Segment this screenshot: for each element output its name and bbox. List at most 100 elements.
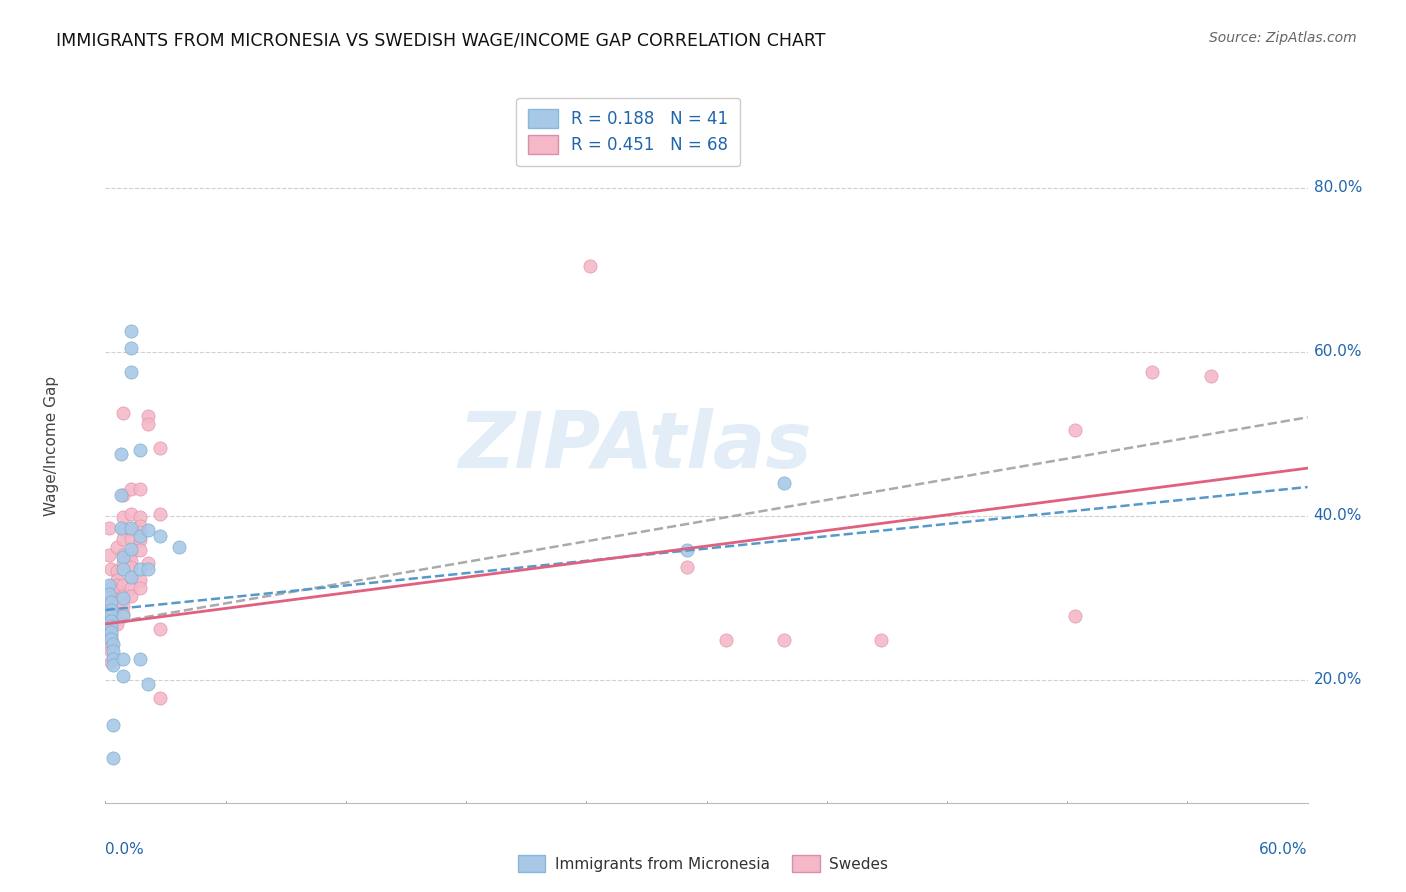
Point [120,365,142,379]
Point [149,442,172,456]
Point [149,690,172,705]
Point [100,632,122,646]
Point [136,562,159,576]
Point [100,632,122,646]
Point [100,581,122,595]
Point [100,595,122,609]
Point [136,556,159,570]
Point [100,619,122,633]
Legend: Immigrants from Micronesia, Swedes: Immigrants from Micronesia, Swedes [510,847,896,880]
Point [98,548,121,562]
Point [98,578,121,592]
Point [103,652,125,666]
Point [120,521,142,535]
Point [111,406,134,420]
Point [120,532,142,546]
Point [100,638,122,652]
Text: 60.0%: 60.0% [1260,842,1308,857]
Point [111,548,134,562]
Text: 20.0%: 20.0% [1313,673,1362,687]
Point [105,573,128,587]
Point [111,549,134,564]
Text: IMMIGRANTS FROM MICRONESIA VS SWEDISH WAGE/INCOME GAP CORRELATION CHART: IMMIGRANTS FROM MICRONESIA VS SWEDISH WA… [56,31,825,49]
Point [120,589,142,603]
Point [129,510,152,524]
Point [111,524,134,538]
Text: Source: ZipAtlas.com: Source: ZipAtlas.com [1209,31,1357,45]
Point [105,599,128,613]
Legend: R = 0.188   N = 41, R = 0.451   N = 68: R = 0.188 N = 41, R = 0.451 N = 68 [516,97,741,166]
Point [111,556,134,570]
Point [100,614,122,628]
Point [111,510,134,524]
Point [110,488,132,502]
Point [103,718,125,732]
Point [111,578,134,592]
Point [1064,423,1087,437]
Point [110,447,132,461]
Point [1199,369,1222,384]
Point [111,599,134,613]
Point [120,483,142,497]
Point [149,622,172,636]
Text: 80.0%: 80.0% [1313,180,1362,195]
Point [773,633,796,648]
Point [98,521,121,535]
Point [103,750,125,764]
Point [129,525,152,540]
Point [129,562,152,576]
Point [129,529,152,543]
Point [129,543,152,558]
Point [870,633,893,648]
Point [100,606,122,620]
Point [105,540,128,554]
Point [100,627,122,641]
Text: ZIPAtlas: ZIPAtlas [457,408,811,484]
Point [111,652,134,666]
Point [167,540,190,554]
Point [100,622,122,636]
Point [105,578,128,592]
Point [1142,365,1164,379]
Text: Wage/Income Gap: Wage/Income Gap [44,376,59,516]
Point [105,611,128,625]
Text: 0.0%: 0.0% [105,842,145,857]
Point [136,677,159,691]
Point [676,543,699,558]
Text: 60.0%: 60.0% [1313,344,1362,359]
Point [1064,608,1087,623]
Point [103,644,125,658]
Point [120,507,142,521]
Point [714,633,737,648]
Point [120,559,142,574]
Point [111,668,134,682]
Point [120,570,142,584]
Point [136,409,159,423]
Point [100,625,122,640]
Point [111,589,134,603]
Point [129,518,152,533]
Point [103,638,125,652]
Point [105,617,128,632]
Point [100,655,122,669]
Text: 40.0%: 40.0% [1313,508,1362,524]
Point [129,443,152,458]
Point [120,524,142,538]
Point [111,562,134,576]
Point [149,507,172,521]
Point [129,581,152,595]
Point [129,533,152,548]
Point [120,546,142,560]
Point [120,554,142,568]
Point [579,259,602,273]
Point [100,614,122,628]
Point [773,475,796,490]
Point [105,584,128,599]
Point [149,529,172,543]
Point [100,644,122,658]
Point [120,570,142,584]
Point [110,521,132,535]
Point [111,488,134,502]
Point [129,483,152,497]
Point [98,587,121,601]
